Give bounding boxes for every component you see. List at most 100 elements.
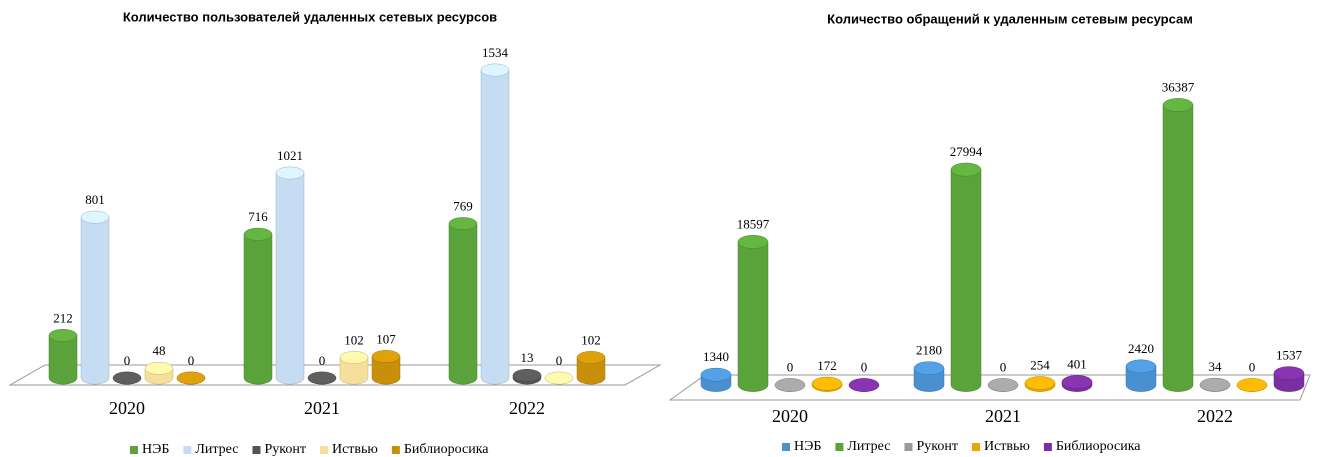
value-label: 107 bbox=[376, 331, 396, 346]
chart-title: Количество обращений к удаленным сетевым… bbox=[827, 11, 1193, 26]
value-label: 27994 bbox=[950, 144, 983, 159]
bar-top bbox=[950, 162, 982, 177]
bar bbox=[80, 216, 110, 385]
bar-top bbox=[774, 378, 806, 392]
x-tick-label: 2020 bbox=[772, 406, 808, 426]
value-label: 18597 bbox=[737, 216, 770, 231]
bar-top bbox=[576, 351, 606, 364]
bar-top bbox=[448, 217, 478, 231]
value-label: 1537 bbox=[1276, 348, 1303, 363]
legend-swatch bbox=[971, 443, 980, 451]
bar-top bbox=[48, 329, 78, 342]
value-label: 0 bbox=[188, 353, 195, 368]
value-label: 0 bbox=[787, 359, 794, 374]
value-label: 0 bbox=[861, 359, 868, 374]
bar-top bbox=[1236, 378, 1268, 392]
legend-swatch bbox=[391, 446, 400, 454]
legend-swatch bbox=[782, 443, 790, 451]
bar-top bbox=[112, 371, 142, 385]
value-label: 102 bbox=[344, 332, 364, 347]
value-label: 0 bbox=[1000, 359, 1007, 374]
bar-top bbox=[1199, 377, 1231, 392]
bar bbox=[576, 357, 606, 385]
value-label: 716 bbox=[248, 209, 268, 224]
value-label: 1534 bbox=[482, 45, 509, 60]
legend-label: НЭБ bbox=[794, 439, 821, 454]
value-label: 2180 bbox=[916, 343, 942, 358]
bar bbox=[950, 169, 982, 392]
bar bbox=[737, 241, 769, 392]
x-tick-label: 2022 bbox=[509, 398, 545, 418]
bar-top bbox=[987, 378, 1019, 392]
value-label: 2420 bbox=[1128, 341, 1154, 356]
bar-top bbox=[307, 371, 337, 385]
legend-swatch bbox=[252, 446, 261, 454]
bar bbox=[1125, 366, 1157, 392]
x-tick-label: 2020 bbox=[109, 398, 145, 418]
value-label: 36387 bbox=[1162, 79, 1195, 94]
legend-swatch bbox=[835, 443, 844, 451]
bar-top bbox=[700, 367, 732, 382]
bar-top bbox=[144, 361, 174, 375]
value-label: 48 bbox=[153, 343, 166, 358]
bar-top bbox=[339, 351, 369, 364]
bar-top bbox=[1061, 375, 1093, 389]
legend-swatch bbox=[319, 446, 328, 454]
bar-top bbox=[848, 378, 880, 392]
bar-top bbox=[1162, 98, 1194, 112]
legend-label: Библиоросика bbox=[1056, 439, 1141, 454]
bar-top bbox=[512, 368, 542, 382]
legend-label: Иствью bbox=[332, 442, 378, 457]
x-tick-label: 2021 bbox=[985, 406, 1021, 426]
x-tick-label: 2021 bbox=[304, 398, 340, 418]
bar-top bbox=[1125, 359, 1157, 374]
bar-top bbox=[737, 235, 769, 249]
value-label: 0 bbox=[124, 353, 131, 368]
chart-title: Количество пользователей удаленных сетев… bbox=[123, 9, 497, 24]
bar bbox=[371, 356, 401, 385]
value-label: 172 bbox=[817, 358, 837, 373]
value-label: 769 bbox=[453, 198, 473, 213]
bar-top bbox=[913, 361, 945, 376]
x-tick-label: 2022 bbox=[1197, 406, 1233, 426]
value-label: 0 bbox=[1249, 359, 1256, 374]
value-label: 102 bbox=[581, 332, 601, 347]
legend-label: Руконт bbox=[916, 439, 958, 454]
value-label: 801 bbox=[85, 192, 105, 207]
bar-top bbox=[243, 227, 273, 241]
legend-swatch bbox=[904, 443, 913, 451]
legend-swatch bbox=[1043, 443, 1052, 451]
legend-label: Литрес bbox=[195, 442, 238, 457]
legend-label: Иствью bbox=[984, 439, 1030, 454]
value-label: 1340 bbox=[703, 349, 729, 364]
value-label: 0 bbox=[319, 353, 326, 368]
bar-top bbox=[811, 376, 843, 391]
bar bbox=[48, 335, 78, 385]
value-label: 34 bbox=[1209, 359, 1223, 374]
value-label: 254 bbox=[1030, 357, 1050, 372]
bar bbox=[339, 357, 369, 385]
bar bbox=[1162, 104, 1194, 392]
legend-label: Библиоросика bbox=[404, 442, 489, 457]
legend-swatch bbox=[130, 446, 138, 454]
legend-label: НЭБ bbox=[142, 442, 169, 457]
legend-label: Литрес bbox=[847, 439, 890, 454]
value-label: 0 bbox=[556, 353, 563, 368]
value-label: 401 bbox=[1067, 356, 1087, 371]
bar-top bbox=[1273, 366, 1305, 381]
bar-top bbox=[371, 350, 401, 363]
bar bbox=[448, 223, 478, 385]
bar bbox=[243, 233, 273, 385]
bar-top bbox=[176, 371, 206, 385]
bar-top bbox=[80, 210, 110, 224]
bar-top bbox=[1024, 376, 1056, 390]
value-label: 1021 bbox=[277, 148, 303, 163]
value-label: 212 bbox=[53, 310, 73, 325]
bar bbox=[275, 172, 305, 385]
bar-top bbox=[480, 63, 510, 77]
bar bbox=[480, 69, 510, 385]
value-label: 13 bbox=[521, 350, 534, 365]
legend-label: Руконт bbox=[264, 442, 306, 457]
bar-top bbox=[275, 166, 305, 180]
legend-swatch bbox=[183, 446, 192, 454]
